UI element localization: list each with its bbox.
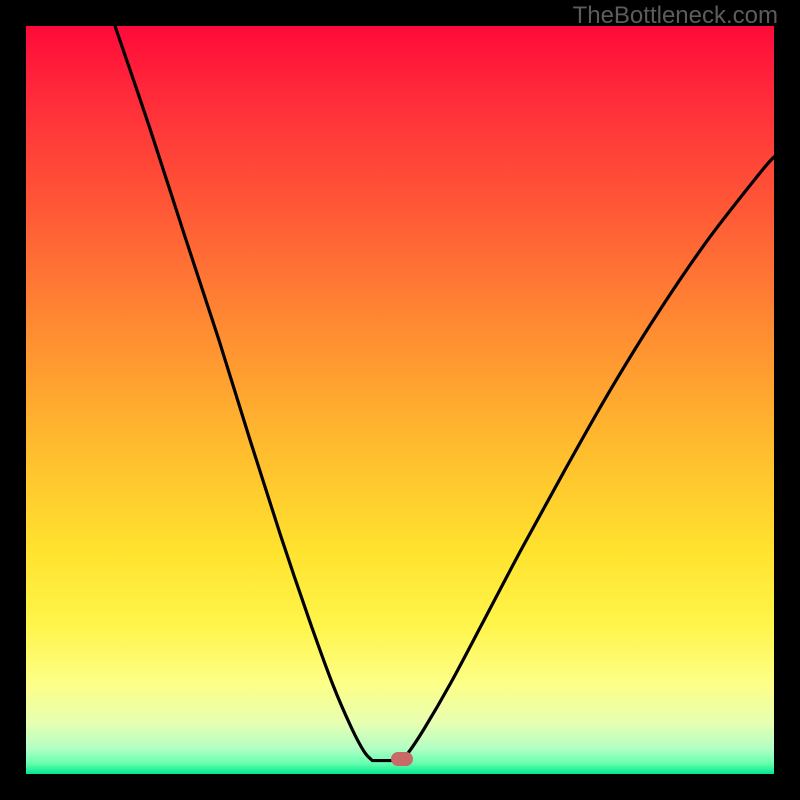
optimal-point-marker [391, 752, 413, 766]
chart-stage: TheBottleneck.com [0, 0, 800, 800]
watermark-text: TheBottleneck.com [573, 2, 778, 30]
bottleneck-curve [115, 26, 774, 761]
curve-layer [0, 0, 800, 800]
